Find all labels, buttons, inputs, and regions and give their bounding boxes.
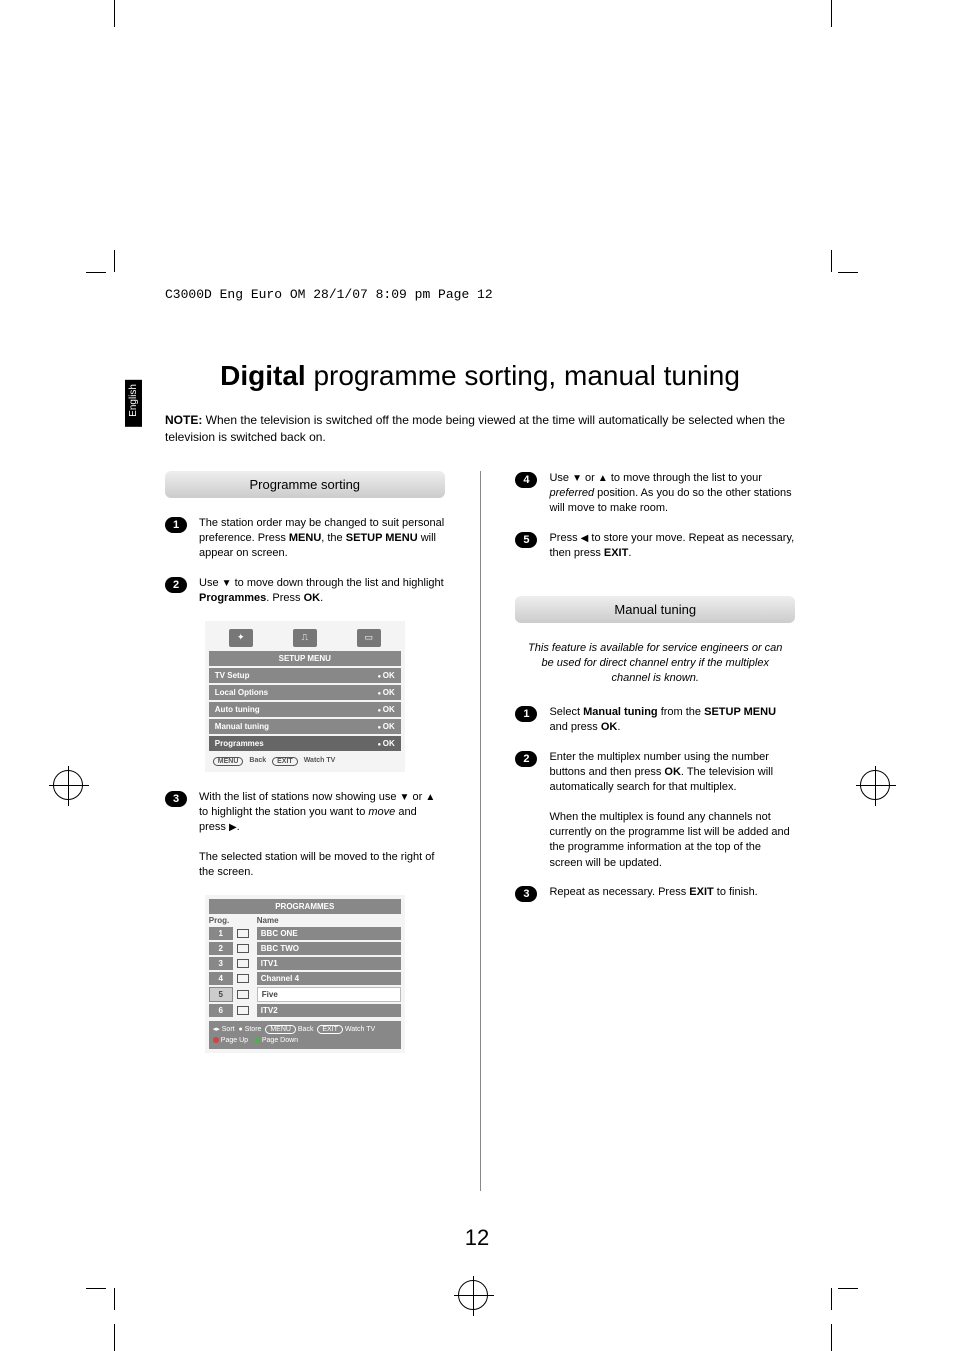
- note-block: NOTE: When the television is switched of…: [165, 412, 795, 446]
- step-marker: 1: [515, 706, 537, 722]
- osd-row: Local OptionsOK: [209, 685, 401, 700]
- osd-tab-icons: ✦ ⎍ ▭: [209, 625, 401, 651]
- osd-row: Auto tuningOK: [209, 702, 401, 717]
- section-programme-sorting: Programme sorting: [165, 471, 445, 498]
- sort-hint: ◂▸ Sort: [213, 1026, 235, 1033]
- step-1: 1 The station order may be changed to su…: [165, 516, 445, 562]
- osd-row-highlighted: ProgrammesOK: [209, 736, 401, 751]
- programme-row: 6ITV2: [209, 1004, 401, 1017]
- col-header: Name: [257, 916, 401, 925]
- step-marker: 3: [165, 791, 187, 807]
- title-bold: Digital: [220, 360, 306, 391]
- step-text: The station order may be changed to suit…: [199, 516, 445, 562]
- manual-tuning-intro: This feature is available for service en…: [515, 641, 795, 687]
- manual-step-2: 2 Enter the multiplex number using the n…: [515, 750, 795, 796]
- programme-row-moving: 5Five: [209, 987, 401, 1002]
- up-arrow-icon: ▲: [425, 791, 435, 805]
- step-text: Select Manual tuning from the SETUP MENU…: [549, 705, 795, 736]
- step-2: 2 Use ▼ to move down through the list an…: [165, 576, 445, 607]
- title-rest: programme sorting, manual tuning: [306, 360, 740, 391]
- down-arrow-icon: ▼: [400, 791, 410, 805]
- down-arrow-icon: ▼: [222, 577, 232, 591]
- programmes-osd: PROGRAMMES Prog. Name 1BBC ONE 2BBC TWO 3…: [205, 895, 405, 1053]
- step-marker: 2: [515, 751, 537, 767]
- col-header: Prog.: [209, 916, 233, 925]
- step-marker: 1: [165, 517, 187, 533]
- page-content: Digital programme sorting, manual tuning…: [130, 360, 830, 1191]
- programme-row: 2BBC TWO: [209, 942, 401, 955]
- programme-row: 1BBC ONE: [209, 927, 401, 940]
- antenna-icon: ⎍: [293, 629, 317, 647]
- setup-menu-osd: ✦ ⎍ ▭ SETUP MENU TV SetupOK Local Option…: [205, 621, 405, 772]
- tv-icon: ▭: [357, 629, 381, 647]
- osd-footer: MENUBack EXITWatch TV: [209, 755, 401, 768]
- red-dot-icon: [213, 1037, 221, 1044]
- right-arrow-icon: ▶: [229, 821, 237, 835]
- step-text: Use ▼ or ▲ to move through the list to y…: [549, 471, 795, 517]
- step-marker: 4: [515, 472, 537, 488]
- step-3: 3 With the list of stations now showing …: [165, 790, 445, 836]
- page-title: Digital programme sorting, manual tuning: [130, 360, 830, 392]
- step-continuation: When the multiplex is found any channels…: [515, 810, 795, 872]
- step-text: Repeat as necessary. Press EXIT to finis…: [549, 885, 757, 902]
- tv-icon: [237, 990, 249, 999]
- up-arrow-icon: ▲: [598, 472, 608, 486]
- tv-icon: [237, 944, 249, 953]
- osd-title: PROGRAMMES: [209, 899, 401, 914]
- tv-icon: [237, 929, 249, 938]
- wrench-icon: ✦: [229, 629, 253, 647]
- column-divider: [480, 471, 481, 1191]
- step-continuation: The selected station will be moved to th…: [165, 850, 445, 881]
- manual-step-1: 1 Select Manual tuning from the SETUP ME…: [515, 705, 795, 736]
- tv-icon: [237, 959, 249, 968]
- step-5: 5 Press ◀ to store your move. Repeat as …: [515, 531, 795, 562]
- note-text: When the television is switched off the …: [165, 413, 785, 444]
- down-arrow-icon: ▼: [572, 472, 582, 486]
- right-column: 4 Use ▼ or ▲ to move through the list to…: [515, 471, 795, 1191]
- page-number: 12: [0, 1225, 954, 1251]
- note-label: NOTE:: [165, 413, 202, 427]
- document-header: C3000D Eng Euro OM 28/1/07 8:09 pm Page …: [165, 287, 493, 302]
- step-marker: 3: [515, 886, 537, 902]
- manual-step-3: 3 Repeat as necessary. Press EXIT to fin…: [515, 885, 795, 902]
- programme-row: 4Channel 4: [209, 972, 401, 985]
- store-hint: ● Store: [239, 1026, 262, 1033]
- step-text: With the list of stations now showing us…: [199, 790, 445, 836]
- step-text: Enter the multiplex number using the num…: [549, 750, 795, 796]
- osd-title: SETUP MENU: [209, 651, 401, 666]
- programme-row: 3ITV1: [209, 957, 401, 970]
- step-marker: 2: [165, 577, 187, 593]
- osd-legend: ◂▸ Sort ● Store MENU Back EXIT Watch TV …: [209, 1021, 401, 1049]
- green-dot-icon: [254, 1037, 262, 1044]
- step-4: 4 Use ▼ or ▲ to move through the list to…: [515, 471, 795, 517]
- section-manual-tuning: Manual tuning: [515, 596, 795, 623]
- step-text: Use ▼ to move down through the list and …: [199, 576, 445, 607]
- step-text: Press ◀ to store your move. Repeat as ne…: [549, 531, 795, 562]
- left-column: Programme sorting 1 The station order ma…: [165, 471, 445, 1191]
- osd-row: Manual tuningOK: [209, 719, 401, 734]
- step-marker: 5: [515, 532, 537, 548]
- osd-row: TV SetupOK: [209, 668, 401, 683]
- tv-icon: [237, 974, 249, 983]
- tv-icon: [237, 1006, 249, 1015]
